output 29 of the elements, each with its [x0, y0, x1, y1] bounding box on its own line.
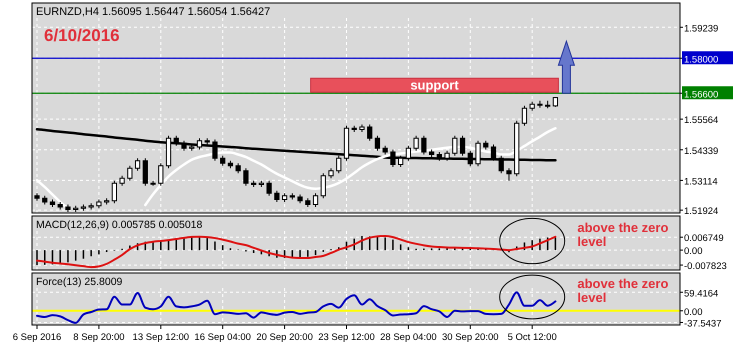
y-tick-label: 0.006749: [684, 233, 724, 244]
x-tick-label: 30 Sep 20:00: [442, 332, 499, 343]
x-tick-label: 28 Sep 04:00: [380, 332, 437, 343]
y-tick-label: 1.59239: [684, 23, 718, 34]
x-tick-label: 8 Sep 20:00: [73, 332, 125, 343]
x-tick-label: 5 Oct 12:00: [508, 332, 557, 343]
y-tick-label: 1.55564: [684, 115, 718, 126]
y-tick-label: 1.54339: [684, 146, 718, 157]
chart-title: Force(13) 25.8009: [36, 276, 123, 288]
chart-title: MACD(12,26,9) 0.005785 0.005018: [36, 219, 203, 231]
x-tick-label: 6 Sep 2016: [12, 332, 62, 343]
chart-title: EURNZD,H4 1.56095 1.56447 1.56054 1.56427: [36, 6, 270, 18]
y-tick-label: 0.00: [684, 306, 702, 318]
y-tick-label: -0.007823: [684, 261, 727, 272]
y-tick-label: 1.51924: [684, 206, 718, 218]
annotation: 6/10/2016: [44, 26, 120, 45]
x-tick-label: 13 Sep 12:00: [132, 332, 190, 343]
text: above the zero level: [577, 220, 668, 249]
text: above the zero level: [577, 276, 668, 305]
y-tick-label: 0.00: [684, 246, 702, 258]
x-tick-label: 23 Sep 12:00: [318, 332, 375, 343]
y-tick-label: 1.58000: [684, 54, 718, 66]
x-tick-label: 20 Sep 20:00: [256, 332, 313, 343]
y-tick-label: -37.5437: [684, 318, 722, 330]
annotation: support: [410, 77, 460, 92]
x-tick-label: 16 Sep 04:00: [194, 332, 251, 343]
y-tick-label: 1.53114: [684, 176, 718, 188]
y-tick-label: 1.56600: [684, 89, 718, 100]
y-tick-label: 59.4164: [684, 288, 718, 300]
